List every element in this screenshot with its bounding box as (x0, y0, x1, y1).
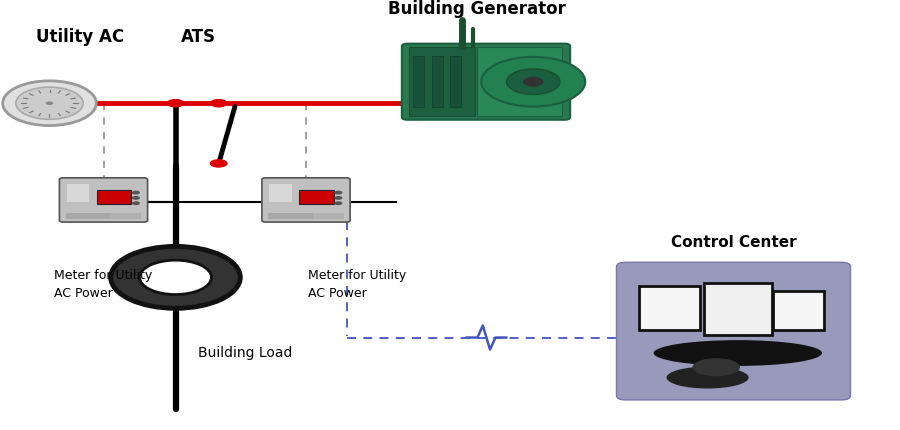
FancyBboxPatch shape (412, 56, 424, 107)
Circle shape (334, 201, 342, 205)
Circle shape (210, 99, 228, 108)
Circle shape (210, 159, 228, 168)
Circle shape (507, 69, 560, 95)
FancyBboxPatch shape (269, 184, 292, 202)
Circle shape (523, 77, 544, 87)
FancyBboxPatch shape (477, 47, 562, 116)
FancyBboxPatch shape (262, 178, 350, 222)
Circle shape (334, 190, 342, 194)
Circle shape (166, 99, 184, 108)
Circle shape (482, 57, 585, 107)
Text: Utility AC: Utility AC (36, 28, 124, 46)
FancyBboxPatch shape (409, 47, 475, 116)
FancyBboxPatch shape (66, 212, 111, 219)
Text: Meter for Utility
AC Power: Meter for Utility AC Power (308, 269, 406, 300)
FancyBboxPatch shape (66, 212, 141, 219)
Circle shape (131, 196, 140, 200)
Circle shape (131, 201, 140, 205)
FancyBboxPatch shape (67, 184, 89, 202)
FancyBboxPatch shape (451, 56, 462, 107)
Ellipse shape (653, 340, 822, 366)
Circle shape (140, 260, 212, 295)
Circle shape (111, 246, 240, 308)
FancyBboxPatch shape (268, 212, 313, 219)
FancyBboxPatch shape (773, 291, 824, 330)
Ellipse shape (692, 358, 740, 376)
FancyBboxPatch shape (59, 178, 148, 222)
Circle shape (334, 196, 342, 200)
Text: Building Generator: Building Generator (388, 0, 566, 18)
FancyBboxPatch shape (432, 56, 443, 107)
FancyBboxPatch shape (97, 190, 131, 205)
Circle shape (16, 87, 83, 119)
FancyBboxPatch shape (401, 43, 571, 120)
Circle shape (46, 101, 53, 105)
FancyBboxPatch shape (268, 212, 344, 219)
FancyBboxPatch shape (616, 262, 850, 400)
FancyBboxPatch shape (639, 286, 700, 330)
Circle shape (3, 81, 96, 126)
Text: Control Center: Control Center (670, 236, 796, 250)
Text: ATS: ATS (181, 28, 215, 46)
Text: Building Load: Building Load (198, 346, 292, 359)
Ellipse shape (667, 366, 749, 389)
Circle shape (131, 190, 140, 194)
FancyBboxPatch shape (300, 190, 334, 205)
FancyBboxPatch shape (704, 283, 771, 335)
Text: Meter for Utility
AC Power: Meter for Utility AC Power (54, 269, 152, 300)
